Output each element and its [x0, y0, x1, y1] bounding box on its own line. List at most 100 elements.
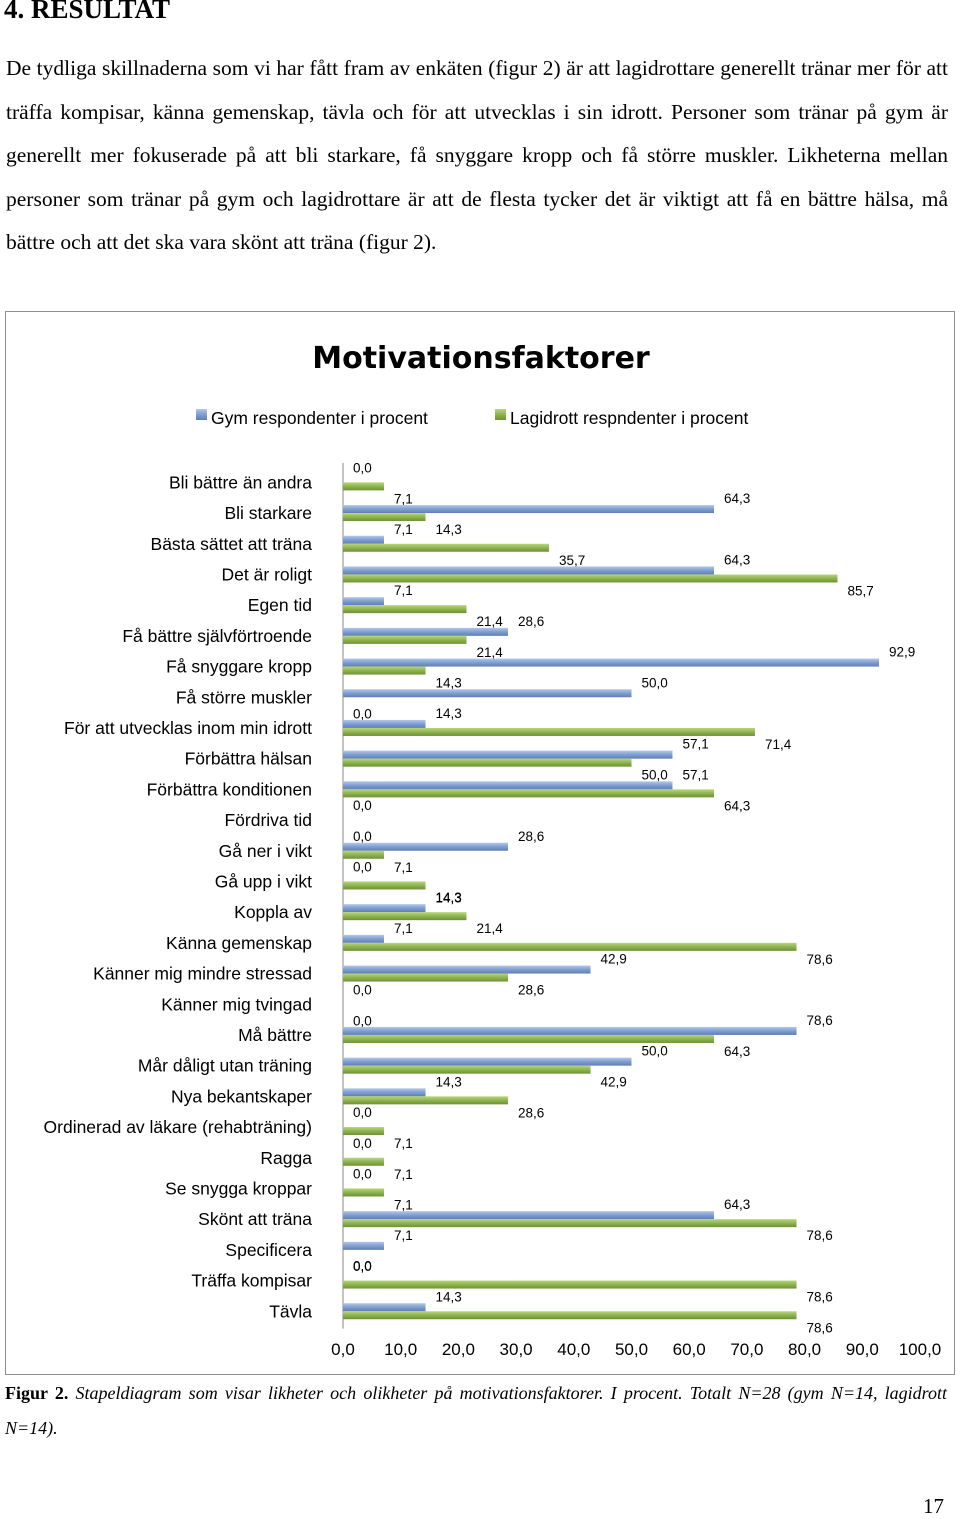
lagidrott-bar-tävla [343, 1311, 797, 1320]
lagidrott-value-label-koppla-av: 21,4 [476, 921, 503, 936]
x-tick-label: 90,0 [846, 1340, 879, 1359]
lagidrott-value-label-känner-mig-mindre-stressad: 28,6 [518, 983, 544, 998]
lagidrott-value-label-bli-starkare: 14,3 [436, 522, 462, 537]
gym-value-label-egen-tid: 7,1 [394, 583, 413, 598]
x-tick-label: 0,0 [331, 1340, 355, 1359]
category-label-träffa-kompisar: Träffa kompisar [191, 1271, 312, 1291]
gym-value-label-mår-dåligt-utan-träning: 50,0 [642, 1044, 668, 1059]
lagidrott-bar-gå-ner-i-vikt [343, 850, 384, 859]
lagidrott-bar-det-är-roligt [343, 574, 838, 583]
lagidrott-value-label-tävla: 78,6 [807, 1320, 833, 1335]
lagidrott-bar-ordinerad-av-läkare-rehabträning [343, 1127, 384, 1136]
chart-frame: Motivationsfaktorer Gym respondenter i p… [5, 311, 955, 1375]
gym-value-label-tävla: 14,3 [436, 1289, 462, 1304]
lagidrott-value-label-specificera: 0,0 [353, 1259, 372, 1274]
gym-value-label-bästa-sättet-att-träna: 7,1 [394, 522, 413, 537]
gym-bar-gå-ner-i-vikt [343, 842, 509, 851]
x-tick-label: 60,0 [673, 1340, 706, 1359]
x-tick-label: 40,0 [557, 1340, 590, 1359]
category-label-förbättra-konditionen: Förbättra konditionen [147, 779, 312, 799]
gym-bar-koppla-av [343, 904, 426, 913]
gym-value-label-ragga: 0,0 [353, 1136, 372, 1151]
lagidrott-bar-se-snygga-kroppar [343, 1188, 384, 1197]
lagidrott-value-label-må-bättre: 64,3 [724, 1044, 750, 1059]
lagidrott-value-label-nya-bekantskaper: 28,6 [518, 1105, 544, 1120]
lagidrott-bar-känner-mig-mindre-stressad [343, 973, 509, 982]
gym-bar-mår-dåligt-utan-träning [343, 1057, 632, 1066]
gym-value-label-ordinerad-av-läkare-rehabträning: 0,0 [353, 1105, 372, 1120]
plot-area: Bli bättre än andra 0,0 7,1 Bli starkare 64,… [44, 460, 942, 1359]
lagidrott-value-label-bästa-sättet-att-träna: 35,7 [559, 553, 585, 568]
x-tick-label: 50,0 [615, 1340, 648, 1359]
legend-swatch-gym [196, 409, 207, 420]
category-label-se-snygga-kroppar: Se snygga kroppar [165, 1178, 312, 1198]
gym-bar-må-bättre [343, 1026, 797, 1035]
gym-bar-få-bättre-självförtroende [343, 627, 509, 636]
category-label-känner-mig-mindre-stressad: Känner mig mindre stressad [93, 964, 312, 984]
lagidrott-bar-bästa-sättet-att-träna [343, 543, 549, 552]
gym-value-label-få-större-muskler: 50,0 [642, 675, 668, 690]
legend-swatch-lagidrott [495, 409, 506, 420]
gym-value-label-se-snygga-kroppar: 0,0 [353, 1166, 372, 1181]
category-label-för-att-utvecklas-inom-min-idrott: För att utvecklas inom min idrott [64, 718, 312, 738]
lagidrott-bar-koppla-av [343, 912, 467, 921]
legend: Gym respondenter i procent Lagidrott res… [196, 408, 748, 428]
x-tick-label: 70,0 [730, 1340, 763, 1359]
gym-bar-känner-mig-mindre-stressad [343, 965, 591, 974]
category-label-specificera: Specificera [225, 1240, 312, 1260]
lagidrott-value-label-det-är-roligt: 85,7 [847, 583, 873, 598]
x-tick-label: 10,0 [384, 1340, 417, 1359]
gym-bar-förbättra-konditionen [343, 781, 673, 790]
lagidrott-value-label-få-bättre-självförtroende: 21,4 [476, 645, 503, 660]
category-label-fördriva-tid: Fördriva tid [224, 810, 312, 830]
page-number: 17 [923, 1494, 944, 1518]
category-label-koppla-av: Koppla av [234, 902, 312, 922]
section-heading: 4. RESULTAT [4, 0, 171, 24]
category-label-nya-bekantskaper: Nya bekantskaper [171, 1086, 312, 1106]
lagidrott-value-label-för-att-utvecklas-inom-min-idrott: 71,4 [765, 737, 792, 752]
legend-label-lagidrott: Lagidrott respndenter i procent [510, 408, 748, 428]
gym-bar-för-att-utvecklas-inom-min-idrott [343, 719, 426, 728]
gym-value-label-känner-mig-mindre-stressad: 42,9 [601, 952, 627, 967]
lagidrott-bar-förbättra-hälsan [343, 758, 632, 767]
lagidrott-value-label-träffa-kompisar: 78,6 [807, 1290, 833, 1305]
lagidrott-bar-bli-starkare [343, 513, 426, 522]
category-label-må-bättre: Må bättre [238, 1025, 312, 1045]
gym-value-label-fördriva-tid: 0,0 [353, 798, 372, 813]
gym-value-label-träffa-kompisar: 0,0 [353, 1259, 372, 1274]
category-label-ordinerad-av-läkare-rehabträning: Ordinerad av läkare (rehabträning) [44, 1117, 312, 1137]
gym-bar-bli-starkare [343, 505, 715, 514]
lagidrott-value-label-skönt-att-träna: 78,6 [807, 1228, 833, 1243]
category-label-bli-starkare: Bli starkare [224, 503, 312, 523]
lagidrott-value-label-ragga: 7,1 [394, 1167, 413, 1182]
gym-value-label-känna-gemenskap: 7,1 [394, 921, 413, 936]
gym-value-label-få-bättre-självförtroende: 28,6 [518, 614, 544, 629]
category-label-ragga: Ragga [260, 1148, 312, 1168]
lagidrott-value-label-egen-tid: 21,4 [476, 614, 503, 629]
lagidrott-value-label-mår-dåligt-utan-träning: 42,9 [601, 1075, 627, 1090]
category-label-skönt-att-träna: Skönt att träna [198, 1209, 312, 1229]
gym-value-label-det-är-roligt: 64,3 [724, 552, 750, 567]
lagidrott-bar-förbättra-konditionen [343, 789, 715, 798]
category-label-känna-gemenskap: Känna gemenskap [166, 933, 312, 953]
gym-value-label-bli-bättre-än-andra: 0,0 [353, 460, 372, 475]
gym-bar-få-större-muskler [343, 689, 632, 698]
gym-value-label-bli-starkare: 64,3 [724, 491, 750, 506]
gym-bar-det-är-roligt [343, 566, 715, 575]
gym-bar-nya-bekantskaper [343, 1088, 426, 1097]
gym-bar-tävla [343, 1303, 426, 1312]
lagidrott-value-label-se-snygga-kroppar: 7,1 [394, 1197, 413, 1212]
category-label-bli-bättre-än-andra: Bli bättre än andra [169, 472, 312, 492]
lagidrott-value-label-fördriva-tid: 0,0 [353, 829, 372, 844]
gym-value-label-för-att-utvecklas-inom-min-idrott: 14,3 [436, 706, 462, 721]
category-label-få-större-muskler: Få större muskler [176, 687, 312, 707]
category-label-tävla: Tävla [269, 1301, 312, 1321]
figure-caption: Figur 2. Stapeldiagram som visar likhete… [5, 1376, 947, 1446]
lagidrott-bar-nya-bekantskaper [343, 1096, 509, 1105]
gym-value-label-förbättra-hälsan: 57,1 [682, 737, 708, 752]
lagidrott-bar-få-bättre-självförtroende [343, 635, 467, 644]
lagidrott-value-label-gå-ner-i-vikt: 7,1 [394, 860, 413, 875]
gym-value-label-specificera: 7,1 [394, 1228, 413, 1243]
gym-value-label-må-bättre: 78,6 [807, 1013, 833, 1028]
lagidrott-value-label-känna-gemenskap: 78,6 [807, 952, 833, 967]
